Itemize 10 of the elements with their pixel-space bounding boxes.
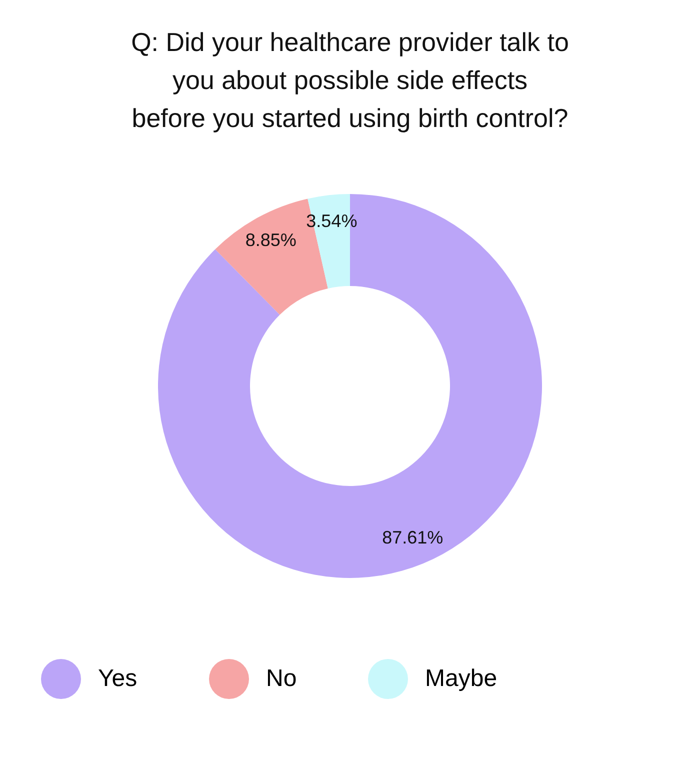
legend-label: No bbox=[266, 665, 297, 692]
data-label: 87.61% bbox=[382, 528, 444, 548]
legend-label: Yes bbox=[98, 665, 138, 692]
donut-slice bbox=[158, 194, 542, 578]
text: before you started using birth control? bbox=[132, 103, 568, 133]
legend-label: Maybe bbox=[425, 665, 498, 692]
text: Q: Did your healthcare provider talk to bbox=[131, 27, 569, 57]
text: you about possible side effects bbox=[172, 65, 528, 95]
data-label: 8.85% bbox=[245, 230, 296, 250]
data-label: 3.54% bbox=[306, 211, 358, 232]
